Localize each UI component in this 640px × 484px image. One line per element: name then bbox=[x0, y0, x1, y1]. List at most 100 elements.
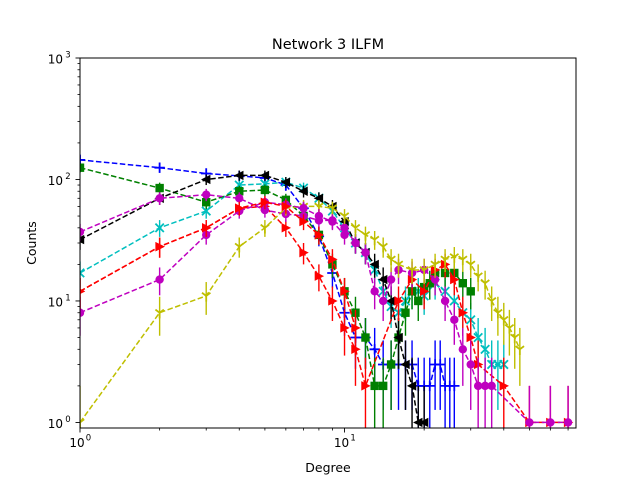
data-point bbox=[339, 212, 350, 222]
plot-area bbox=[80, 154, 574, 428]
data-point bbox=[435, 359, 446, 370]
x-tick-label: 10 bbox=[334, 436, 349, 450]
data-point bbox=[80, 308, 85, 317]
data-point bbox=[424, 380, 435, 392]
data-point bbox=[202, 198, 211, 207]
data-point bbox=[419, 286, 430, 297]
data-point bbox=[328, 217, 337, 226]
data-point bbox=[361, 333, 370, 342]
data-point bbox=[400, 359, 410, 370]
data-point bbox=[370, 381, 379, 391]
data-point bbox=[385, 296, 396, 306]
data-point bbox=[480, 381, 490, 391]
data-point bbox=[440, 296, 450, 306]
data-point bbox=[154, 162, 165, 173]
data-point bbox=[201, 174, 211, 185]
data-point bbox=[313, 193, 324, 203]
data-point bbox=[393, 260, 404, 271]
data-point bbox=[328, 254, 338, 265]
data-point bbox=[378, 242, 388, 253]
data-point bbox=[525, 418, 534, 427]
data-point bbox=[430, 260, 440, 271]
data-point bbox=[465, 260, 476, 271]
data-point bbox=[458, 255, 468, 266]
data-point bbox=[499, 315, 509, 326]
data-point bbox=[458, 279, 468, 288]
data-point bbox=[449, 253, 460, 263]
data-point bbox=[260, 205, 270, 215]
data-point bbox=[419, 266, 429, 276]
data-point bbox=[234, 170, 244, 181]
data-point bbox=[386, 360, 396, 369]
data-point bbox=[440, 255, 450, 266]
data-point bbox=[458, 308, 469, 318]
data-point bbox=[407, 266, 417, 276]
data-point bbox=[80, 418, 85, 428]
data-point bbox=[450, 274, 460, 285]
x-tick-exponent: 1 bbox=[350, 434, 355, 444]
data-point bbox=[361, 248, 370, 257]
data-point bbox=[430, 275, 440, 284]
data-point bbox=[80, 163, 85, 172]
x-axis-label: Degree bbox=[305, 460, 351, 475]
data-point bbox=[281, 201, 292, 212]
data-point bbox=[393, 332, 403, 343]
data-point bbox=[235, 194, 244, 203]
data-point bbox=[563, 418, 573, 427]
data-point bbox=[370, 287, 379, 296]
data-point bbox=[259, 170, 270, 181]
x-tick-exponent: 0 bbox=[86, 434, 91, 444]
data-point bbox=[515, 345, 525, 356]
data-point bbox=[202, 190, 211, 199]
data-point bbox=[299, 247, 309, 258]
y-tick-label: 10 bbox=[48, 53, 63, 67]
data-point bbox=[154, 222, 165, 233]
data-point bbox=[280, 177, 291, 187]
data-point bbox=[473, 381, 483, 391]
data-point bbox=[473, 332, 483, 343]
data-point bbox=[80, 288, 86, 294]
data-point bbox=[155, 275, 164, 284]
data-point bbox=[378, 296, 388, 306]
data-point bbox=[235, 187, 244, 196]
data-point bbox=[80, 268, 85, 278]
data-point bbox=[377, 274, 388, 285]
data-point bbox=[458, 345, 468, 354]
data-point bbox=[260, 185, 270, 195]
data-point bbox=[466, 360, 475, 369]
data-point bbox=[351, 323, 361, 333]
data-point bbox=[260, 197, 271, 207]
data-point bbox=[480, 344, 490, 355]
data-point bbox=[328, 296, 338, 306]
y-tick-exponent: 3 bbox=[65, 51, 70, 61]
data-point bbox=[351, 238, 360, 248]
y-tick-label: 10 bbox=[48, 174, 63, 188]
data-point bbox=[449, 296, 460, 306]
data-point bbox=[80, 154, 86, 166]
data-point bbox=[201, 206, 212, 216]
data-point bbox=[299, 216, 309, 227]
chart-title: Network 3 ILFM bbox=[272, 37, 384, 53]
data-point bbox=[386, 255, 396, 266]
data-point bbox=[80, 227, 85, 237]
series-line bbox=[80, 201, 346, 314]
data-point bbox=[414, 296, 423, 306]
y-tick-label: 10 bbox=[48, 417, 63, 431]
data-point bbox=[80, 234, 85, 245]
y-axis-label: Counts bbox=[24, 221, 39, 265]
data-point bbox=[299, 204, 308, 213]
data-point bbox=[499, 381, 509, 391]
data-point bbox=[378, 381, 388, 391]
data-point bbox=[369, 259, 379, 270]
data-point bbox=[546, 418, 555, 427]
data-point bbox=[298, 186, 308, 196]
data-point bbox=[480, 279, 490, 289]
data-point bbox=[155, 241, 165, 252]
data-point bbox=[154, 308, 165, 319]
data-point bbox=[340, 286, 350, 297]
data-point bbox=[340, 230, 349, 240]
data-point bbox=[235, 203, 245, 213]
data-point bbox=[466, 287, 475, 296]
data-point bbox=[466, 332, 476, 343]
